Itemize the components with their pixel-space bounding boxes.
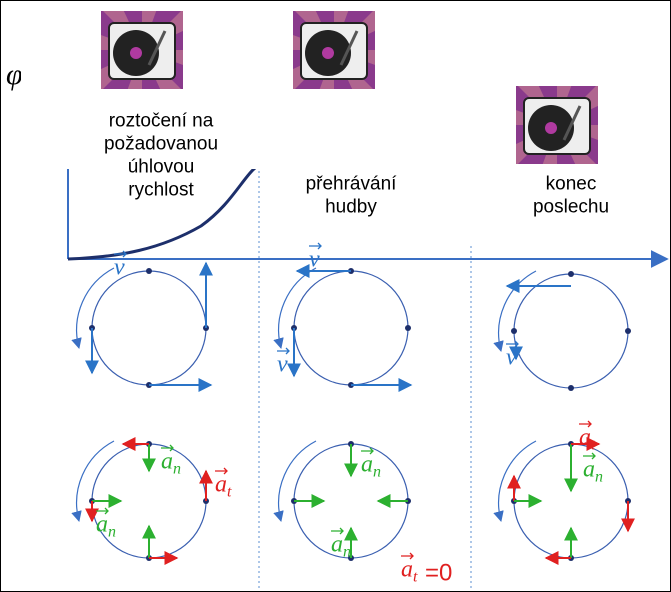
- circle-path: [92, 271, 206, 385]
- caption-line: přehrávání: [306, 174, 398, 195]
- vector-subscript: n: [108, 524, 116, 541]
- vector-label: a: [583, 457, 595, 483]
- circle-path: [294, 271, 408, 385]
- caption-line: poslechu: [533, 197, 609, 218]
- vector-subscript: n: [343, 544, 351, 561]
- turntable-center: [545, 122, 557, 134]
- vector-label: v: [114, 255, 125, 281]
- vector-label: a: [96, 512, 108, 538]
- caption-line: konec: [546, 174, 597, 195]
- point: [625, 328, 631, 334]
- turntable-center: [130, 47, 142, 59]
- turntable-center: [322, 47, 334, 59]
- caption-line: roztočení na: [109, 111, 214, 132]
- diagram-canvas: φ(t) a) b) c) roztočení napožadovanouúhl…: [1, 1, 670, 591]
- diagram: φ(t) a) b) c) roztočení napožadovanouúhl…: [0, 0, 671, 592]
- vector-subscript: n: [373, 464, 381, 481]
- point: [511, 328, 517, 334]
- vector-subscript: t: [227, 484, 232, 501]
- vector-label: a: [579, 425, 591, 451]
- circle-path: [514, 274, 628, 388]
- vector-label: v: [277, 352, 288, 378]
- point: [568, 385, 574, 391]
- vector-label: a: [331, 532, 343, 558]
- caption-line: rychlost: [128, 180, 194, 201]
- vector-label: a: [161, 449, 173, 475]
- vector-label: a: [215, 472, 227, 498]
- point: [568, 271, 574, 277]
- caption-line: úhlovou: [128, 157, 195, 178]
- caption-line: hudby: [325, 197, 377, 218]
- caption-line: požadovanou: [104, 134, 218, 155]
- zero-label: =0: [425, 559, 452, 586]
- vector-label: a: [361, 452, 373, 478]
- point: [146, 268, 152, 274]
- vector-subscript: n: [173, 461, 181, 478]
- vector-subscript: n: [595, 469, 603, 486]
- vector-label: a: [401, 557, 413, 583]
- point: [405, 325, 411, 331]
- vector-subscript: t: [591, 437, 596, 454]
- vector-label: v: [506, 345, 517, 371]
- vector-subscript: t: [413, 569, 418, 586]
- vector-label: v: [309, 247, 320, 273]
